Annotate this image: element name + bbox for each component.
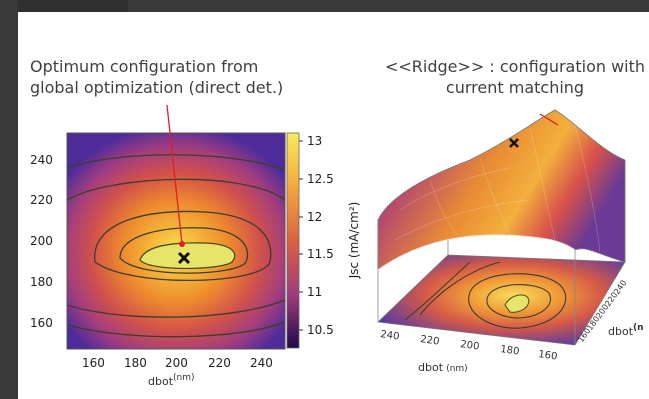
colorbar-tick-label: 10.5 — [307, 323, 334, 337]
surface-mesh — [377, 109, 626, 271]
colorbar-ticks — [299, 140, 303, 331]
surface-y-axis-label-unit: (n — [633, 323, 644, 333]
surface-x-tick-label: 240 — [380, 329, 400, 343]
surface-x-tick-label: 200 — [460, 339, 480, 353]
contour-line — [67, 299, 285, 318]
heatmap-chart: 240 220 200 180 160 160 180 200 220 240 … — [30, 104, 361, 388]
surface-x-tick-label: 160 — [538, 349, 558, 363]
surface-y-axis-label: dbot(n — [608, 323, 644, 338]
y-tick-label: 200 — [30, 234, 53, 248]
colorbar-tick-label: 11.5 — [307, 247, 334, 261]
x-tick-label: 220 — [208, 356, 231, 370]
x-axis-label: dbot(nm) — [148, 373, 195, 388]
contour-line — [119, 227, 248, 274]
contour-line — [94, 210, 272, 282]
surface-x-tick-label: 180 — [500, 344, 520, 358]
heatmap-frame — [66, 132, 286, 350]
contour-line — [67, 154, 285, 171]
contour-line — [67, 321, 285, 338]
heatmap-contours — [67, 154, 285, 338]
surface-edge — [377, 234, 576, 271]
window-top-bar — [0, 0, 649, 12]
caption-right-line-1: <<Ridge>> : configuration with — [384, 57, 646, 76]
caption-left-line-1: Optimum configuration from — [30, 57, 259, 76]
x-axis-label-main: dbot — [148, 375, 174, 388]
optimum-marker — [177, 251, 191, 265]
window-left-bar — [0, 0, 18, 399]
y-tick-label: 240 — [30, 153, 53, 167]
contour-line — [67, 178, 285, 201]
optimum-pointer-dot — [179, 241, 185, 247]
ridge-marker — [509, 138, 519, 148]
caption-right-line-2: current matching — [445, 78, 585, 97]
surface-y-tick-label: 240 — [612, 278, 628, 296]
colorbar-tick-label: 11 — [307, 285, 322, 299]
colorbar-tick-label: 12 — [307, 210, 322, 224]
window-tab — [18, 0, 128, 12]
caption-right: <<Ridge>> : configuration with current m… — [380, 56, 649, 98]
surface-x-tick-label: 220 — [420, 334, 440, 348]
surface-chart: 240 220 200 180 160 dbot (nm) 160 180 20… — [377, 109, 644, 374]
floor-contours — [404, 261, 567, 329]
caption-left-line-2: global optimization (direct det.) — [30, 78, 284, 97]
surface-x-axis-label-unit: (nm) — [446, 364, 468, 374]
colorbar-label: Jsc (mA/cm²) — [347, 202, 361, 280]
ridge-pointer-line — [539, 113, 559, 126]
surface-y-axis-label-main: dbot — [608, 325, 634, 338]
caption-left: Optimum configuration from global optimi… — [30, 56, 283, 98]
colorbar-tick-label: 13 — [307, 134, 322, 148]
x-tick-label: 160 — [82, 356, 105, 370]
surface-grid — [394, 124, 601, 253]
colorbar-tick-label: 12.5 — [307, 172, 334, 186]
x-tick-label: 200 — [165, 356, 188, 370]
y-tick-label: 180 — [30, 275, 53, 289]
y-tick-label: 160 — [30, 316, 53, 330]
surface-x-axis-label: dbot (nm) — [418, 361, 468, 374]
x-tick-label: 180 — [124, 356, 147, 370]
x-tick-label: 240 — [250, 356, 273, 370]
y-tick-label: 220 — [30, 193, 53, 207]
optimum-pointer-line — [166, 104, 183, 245]
colorbar — [286, 132, 300, 349]
surface-x-ticks: 240 220 200 180 160 — [380, 329, 558, 363]
floor-optimum-region — [504, 294, 530, 313]
surface-x-axis-label-main: dbot — [418, 361, 444, 374]
x-axis-label-unit: (nm) — [173, 373, 195, 383]
